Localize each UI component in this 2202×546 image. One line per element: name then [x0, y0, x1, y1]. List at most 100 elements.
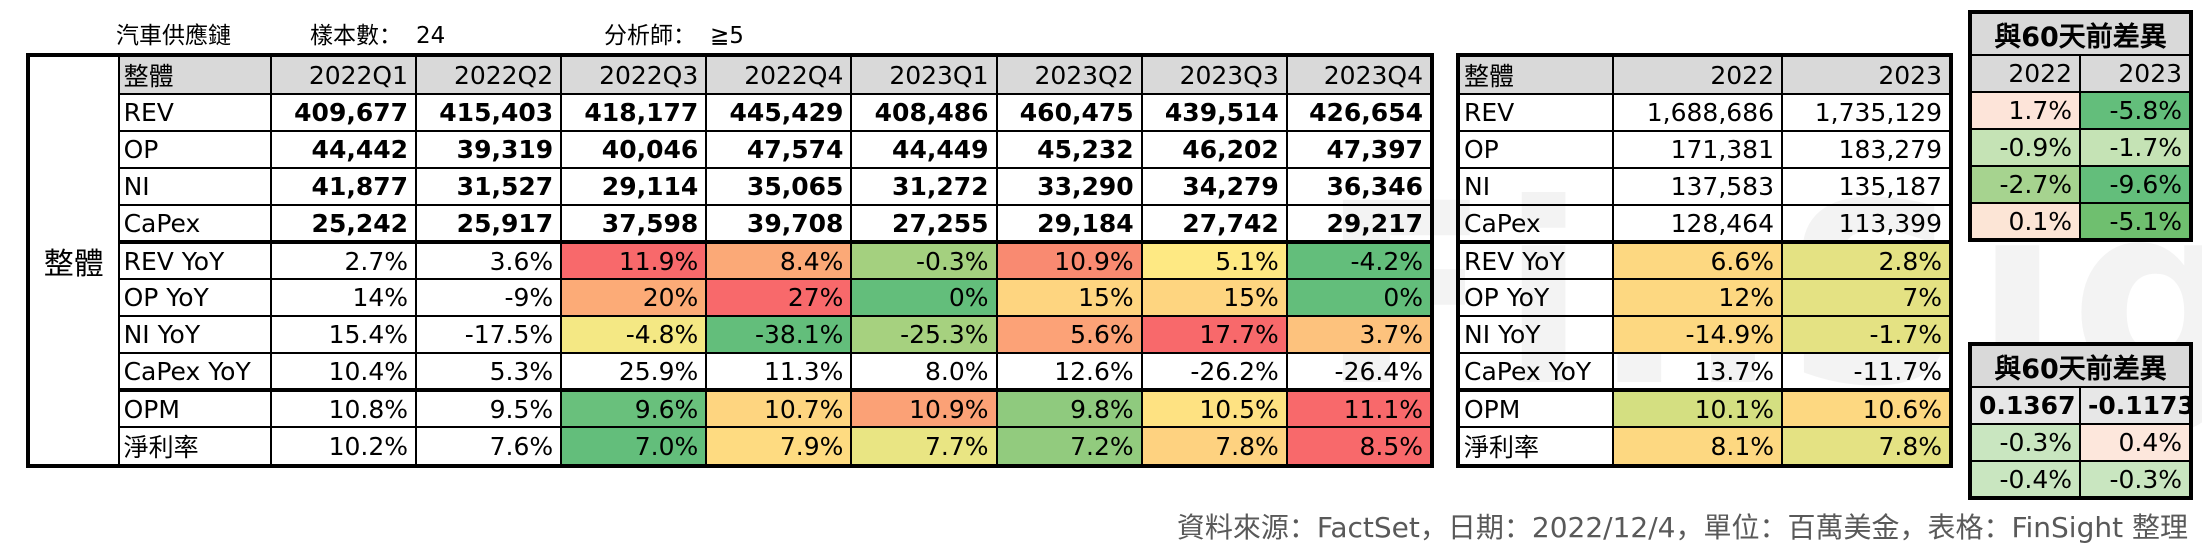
table-cell: 27,742	[1140, 204, 1288, 243]
table-cell: 7.6%	[415, 426, 563, 467]
table-cell: -1.7%	[2078, 128, 2193, 167]
table-row: REV YoY 6.6% 2.8%	[1457, 240, 1952, 280]
table-cell: 31,272	[850, 167, 998, 206]
year-header: 2023	[2078, 54, 2193, 93]
group-label: 整體	[27, 54, 120, 467]
table-cell: 10.9%	[995, 240, 1143, 280]
table-row: OP YoY 12% 7%	[1457, 278, 1952, 317]
table-cell: 25,242	[269, 204, 418, 243]
table-cell: 25,917	[415, 204, 563, 243]
table-row: OPM 10.1% 10.6%	[1457, 388, 1952, 428]
table-cell: 10.8%	[269, 388, 418, 428]
table-cell: 1,688,686	[1612, 93, 1783, 132]
table-cell: 409,677	[269, 93, 418, 132]
sector-label: 汽車供應鏈	[116, 23, 231, 49]
diff-title: 與60天前差異	[1968, 11, 2193, 56]
row-label: REV	[117, 93, 272, 132]
table-cell: -26.4%	[1285, 352, 1434, 391]
quarterly-table: 整體 整體 2022Q1 2022Q2 2022Q3 2022Q4 2023Q1 2023Q2…	[26, 53, 1434, 468]
diff-title: 與60天前差異	[1968, 343, 2193, 388]
table-cell: 11.9%	[560, 240, 708, 280]
table-cell: 183,279	[1781, 130, 1952, 169]
table-row: OP 44,442 39,319 40,046 47,574 44,449 45,232 46…	[28, 130, 1434, 169]
table-cell: 8.1%	[1612, 426, 1783, 467]
table-cell: -2.7%	[1969, 165, 2081, 204]
row-label: OPM	[1457, 388, 1614, 428]
table-cell: 39,708	[705, 204, 853, 243]
row-label: NI	[117, 167, 272, 206]
table-cell: -5.8%	[2078, 91, 2193, 130]
table-cell: 445,429	[705, 93, 853, 132]
table-row: 1.7% -5.8%	[1969, 91, 2193, 130]
table-row: 淨利率 8.1% 7.8%	[1457, 426, 1952, 467]
table-cell: 2.7%	[269, 240, 418, 280]
table-cell: -38.1%	[705, 315, 853, 354]
table-cell: -17.5%	[415, 315, 563, 354]
table-cell: 10.2%	[269, 426, 418, 467]
table-cell: 40,046	[560, 130, 708, 169]
table-cell: -0.4%	[1969, 460, 2081, 499]
table-cell: 128,464	[1612, 204, 1783, 243]
row-label: OP YoY	[1457, 278, 1614, 317]
table-cell: 35,065	[705, 167, 853, 206]
quarter-header: 2022Q4	[705, 54, 853, 95]
table-row: OP YoY 14% -9% 20% 27% 0% 15% 15% 0%	[28, 278, 1434, 317]
table-cell: 45,232	[995, 130, 1143, 169]
table-cell: 408,486	[850, 93, 998, 132]
table-row: -2.7% -9.6%	[1969, 165, 2193, 204]
table-row: NI YoY -14.9% -1.7%	[1457, 315, 1952, 354]
table-row: OPM 10.8% 9.5% 9.6% 10.7% 10.9% 9.8% 10.5% 11.1%	[28, 388, 1434, 428]
table-cell: 7.2%	[995, 426, 1143, 467]
table-cell: 11.1%	[1285, 388, 1434, 428]
table-cell: -0.9%	[1969, 128, 2081, 167]
table-cell: 0.1367	[1969, 386, 2081, 425]
table-cell: 439,514	[1140, 93, 1288, 132]
table-cell: 0%	[850, 278, 998, 317]
table-row: NI YoY 15.4% -17.5% -4.8% -38.1% -25.3% 5.6% 17…	[28, 315, 1434, 354]
table-cell: 29,217	[1285, 204, 1434, 243]
table-cell: 31,527	[415, 167, 563, 206]
row-label: NI YoY	[1457, 315, 1614, 354]
table-cell: 426,654	[1285, 93, 1434, 132]
quarter-header: 2022Q3	[560, 54, 708, 95]
table-cell: 8.5%	[1285, 426, 1434, 467]
row-label: NI YoY	[117, 315, 272, 354]
source-note: 資料來源：FactSet，日期：2022/12/4，單位：百萬美金，表格：Fin…	[1176, 511, 2188, 544]
table-cell: 171,381	[1612, 130, 1783, 169]
table-cell: 34,279	[1140, 167, 1288, 206]
table-cell: -26.2%	[1140, 352, 1288, 391]
table-row: CaPex 128,464 113,399	[1457, 204, 1952, 243]
table-cell: 13.7%	[1612, 352, 1783, 391]
table-cell: 460,475	[995, 93, 1143, 132]
quarter-header: 2023Q3	[1140, 54, 1288, 95]
row-label: 淨利率	[1457, 426, 1614, 467]
table-row: -0.3% 0.4%	[1969, 423, 2193, 462]
table-cell: 0%	[1285, 278, 1434, 317]
table-row: REV 1,688,686 1,735,129	[1457, 93, 1952, 132]
table-cell: -9.6%	[2078, 165, 2193, 204]
table-cell: 5.3%	[415, 352, 563, 391]
table-row: CaPex 25,242 25,917 37,598 39,708 27,255 29,18…	[28, 204, 1434, 243]
table-cell: 9.8%	[995, 388, 1143, 428]
table-row: 0.1367 -0.1173	[1969, 386, 2193, 425]
table-cell: 29,184	[995, 204, 1143, 243]
table-cell: 47,574	[705, 130, 853, 169]
table-cell: 10.5%	[1140, 388, 1288, 428]
table-cell: 113,399	[1781, 204, 1952, 243]
table-cell: -25.3%	[850, 315, 998, 354]
table-cell: 27%	[705, 278, 853, 317]
table-cell: 12%	[1612, 278, 1783, 317]
table-cell: 15%	[995, 278, 1143, 317]
table-cell: 10.1%	[1612, 388, 1783, 428]
table-cell: 10.6%	[1781, 388, 1952, 428]
quarter-header: 2022Q1	[269, 54, 418, 95]
table-cell: 11.3%	[705, 352, 853, 391]
table-cell: 7.0%	[560, 426, 708, 467]
table-cell: 135,187	[1781, 167, 1952, 206]
table-row: -0.4% -0.3%	[1969, 460, 2193, 499]
row-label: REV	[1457, 93, 1614, 132]
year-header: 2022	[1969, 54, 2081, 93]
table-cell: 10.7%	[705, 388, 853, 428]
row-label: CaPex	[117, 204, 272, 243]
table-row: 淨利率 10.2% 7.6% 7.0% 7.9% 7.7% 7.2% 7.8% 8.5%	[28, 426, 1434, 467]
